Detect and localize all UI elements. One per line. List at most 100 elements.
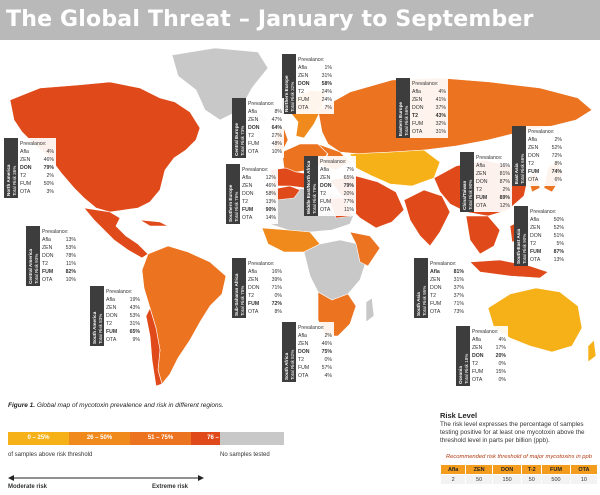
threshold-value: 500 xyxy=(541,474,571,485)
region-tab xyxy=(282,54,296,114)
toxin-value: 11% xyxy=(344,207,354,213)
region-box xyxy=(40,226,78,286)
central-africa-shape xyxy=(303,239,367,301)
toxin-value: 72% xyxy=(272,301,283,307)
toxin-value: 8% xyxy=(275,309,283,315)
toxin-value: 47% xyxy=(272,117,283,123)
toxin-name: T2 xyxy=(298,357,304,363)
toxin-value: 31% xyxy=(322,73,333,79)
toxin-value: 79% xyxy=(344,183,355,189)
toxin-name: T2 xyxy=(298,89,304,95)
toxin-value: 53% xyxy=(66,245,77,251)
title-bar: The Global Threat – January to September… xyxy=(0,0,600,72)
region-label-south-asia: South Asia Total Risk 95% Prevalance: Afla 8… xyxy=(414,258,466,318)
toxin-value: 27% xyxy=(272,133,283,139)
toxin-name: DON xyxy=(320,183,332,189)
legend-no-samples-swatch xyxy=(220,432,284,445)
toxin-value: 31% xyxy=(436,129,447,135)
region-name: Eastern Europe xyxy=(398,102,403,136)
toxin-name: OTA xyxy=(248,309,259,315)
toxin-value: 46% xyxy=(322,341,333,347)
toxin-name: ZEN xyxy=(298,73,309,79)
toxin-value: 6% xyxy=(555,177,563,183)
legend-axis-note: of samples above risk threshold xyxy=(8,452,93,458)
risk-level-text: The risk level expresses the percentage … xyxy=(440,421,585,444)
toxin-value: 48% xyxy=(272,141,283,147)
toxin-name: FUM xyxy=(298,365,309,371)
toxin-value: 5% xyxy=(557,241,565,247)
toxin-value: 8% xyxy=(275,109,283,115)
toxin-name: ZEN xyxy=(412,97,423,103)
region-name: Southern Europe xyxy=(228,184,233,222)
region-tab xyxy=(396,78,410,138)
region-label-central-europe: Central Europe Total Risk 73% Prevalance: A… xyxy=(232,98,284,158)
region-box xyxy=(474,152,512,212)
toxin-value: 17% xyxy=(496,345,507,351)
region-name: Central Europe xyxy=(234,123,239,156)
toxin-value: 81% xyxy=(454,269,465,275)
toxin-name: T2 xyxy=(42,261,48,267)
toxin-value: 58% xyxy=(266,191,277,197)
toxin-name: OTA xyxy=(320,207,331,213)
region-label-central-america: Central America Total Risk 93% Prevalance:… xyxy=(26,226,78,286)
toxin-name: DON xyxy=(430,285,442,291)
toxin-name: DON xyxy=(528,153,540,159)
legend-no-samples-label: No samples tested xyxy=(220,452,270,458)
toxin-value: 78% xyxy=(66,253,77,259)
threshold-header: T-2 xyxy=(521,464,543,475)
toxin-name: ZEN xyxy=(20,157,31,163)
toxin-name: OTA xyxy=(530,257,541,263)
toxin-value: 72% xyxy=(552,153,563,159)
threshold-value-row: 2 50 150 50 500 10 xyxy=(439,474,599,485)
threshold-header: DON xyxy=(491,464,523,475)
toxin-value: 82% xyxy=(66,269,77,275)
toxin-value: 16% xyxy=(272,269,283,275)
toxin-name: ZEN xyxy=(530,225,541,231)
toxin-value: 7% xyxy=(325,105,333,111)
prevalence-label: Prevalance: xyxy=(248,261,274,267)
toxin-value: 10% xyxy=(66,277,77,283)
toxin-value: 0% xyxy=(499,377,507,383)
southeast-asia-shape xyxy=(465,215,501,255)
toxin-name: Afla xyxy=(528,137,537,143)
toxin-value: 10% xyxy=(272,149,283,155)
toxin-name: Afla xyxy=(20,149,29,155)
threshold-header: Afla xyxy=(439,464,467,475)
toxin-name: Afla xyxy=(298,65,307,71)
region-label-northern-europe: Northern Europe Total Risk 32% Prevalance:… xyxy=(282,54,334,114)
region-total-risk: Total Risk 90% xyxy=(468,180,473,210)
region-label-north-america: North America Total Risk 36% Prevalance: Af… xyxy=(4,138,56,198)
toxin-value: 8% xyxy=(555,161,563,167)
toxin-value: 41% xyxy=(436,97,447,103)
region-box xyxy=(318,156,356,216)
region-box xyxy=(296,322,334,382)
toxin-value: 43% xyxy=(130,305,141,311)
toxin-value: 77% xyxy=(344,199,355,205)
region-label-south-america: South America Total Risk 83% Prevalance: Af… xyxy=(90,286,142,346)
toxin-name: FUM xyxy=(528,169,539,175)
toxin-name: FUM xyxy=(430,301,441,307)
toxin-name: DON xyxy=(42,253,54,259)
risk-level-title: Risk Level xyxy=(440,411,478,420)
toxin-value: 2% xyxy=(503,187,511,193)
region-name: Oceania xyxy=(458,366,463,384)
toxin-name: DON xyxy=(472,353,484,359)
toxin-name: FUM xyxy=(248,301,259,307)
prevalence-label: Prevalance: xyxy=(528,129,554,135)
region-tab xyxy=(226,164,240,224)
toxin-value: 71% xyxy=(454,301,465,307)
caption-label: Figure 1. xyxy=(8,402,36,409)
threshold-header: OTA xyxy=(569,464,599,475)
prevalence-label: Prevalance: xyxy=(476,155,502,161)
toxin-name: FUM xyxy=(298,97,309,103)
toxin-name: Afla xyxy=(430,269,440,275)
toxin-value: 31% xyxy=(130,321,141,327)
toxin-value: 50% xyxy=(44,181,55,187)
region-box xyxy=(18,138,56,198)
region-box xyxy=(470,326,508,386)
toxin-value: 4% xyxy=(499,337,507,343)
region-box xyxy=(428,258,466,318)
region-name: East Asia xyxy=(514,163,519,184)
region-box xyxy=(246,258,284,318)
region-label-eastern-europe: Eastern Europe Total Risk 56% Prevalance: A… xyxy=(396,78,448,138)
